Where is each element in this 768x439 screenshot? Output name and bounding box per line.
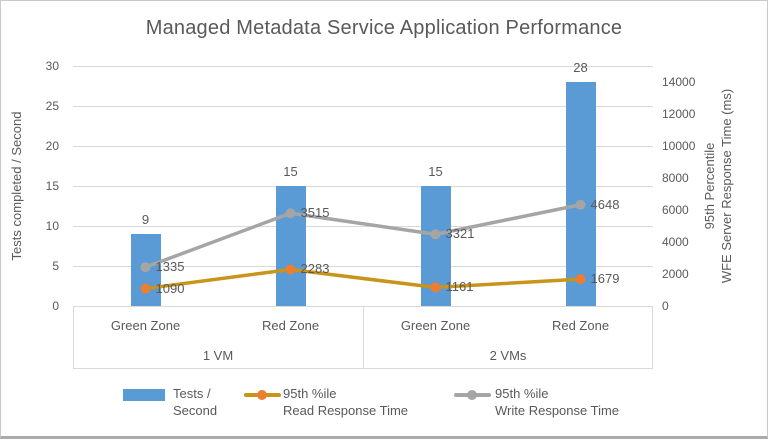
data-point-marker — [140, 262, 151, 273]
bar — [275, 186, 306, 306]
y2-axis-tick-label: 8000 — [662, 171, 689, 185]
legend-label-line: Second — [173, 403, 218, 418]
legend-label-line: Read Response Time — [283, 403, 409, 418]
data-point-label: 1161 — [445, 279, 474, 295]
legend-label-line: Write Response Time — [495, 403, 620, 418]
legend-label-line: 95th %ile — [495, 386, 549, 401]
chart-title: Managed Metadata Service Application Per… — [145, 17, 623, 39]
data-point-label: 2283 — [300, 261, 330, 277]
legend-swatch-marker — [257, 390, 267, 400]
group-label: 1 VM — [202, 348, 234, 363]
line-series-path — [144, 203, 581, 269]
data-point-marker — [575, 199, 586, 210]
line-series-path — [145, 267, 581, 291]
legend-label: 95th %ile Write Response Time — [495, 385, 619, 419]
category-label: Red Zone — [261, 318, 320, 333]
bar — [565, 82, 596, 306]
gridline — [73, 226, 653, 227]
category-label: Green Zone — [110, 318, 181, 333]
data-point-label: 1335 — [155, 259, 185, 275]
y-axis-tick-label: 20 — [45, 139, 59, 153]
data-point-marker — [430, 229, 441, 240]
data-point-marker — [575, 274, 586, 285]
legend-label-line: Tests / — [173, 386, 211, 401]
group-label: 2 VMs — [489, 348, 527, 363]
data-point-label: 1679 — [590, 271, 620, 287]
bar-value-label: 9 — [141, 212, 150, 227]
legend-label: Tests / Second — [173, 385, 217, 419]
data-point-label: 3515 — [300, 205, 330, 221]
y-axis-tick-label: 10 — [45, 219, 59, 233]
data-point-marker — [285, 264, 296, 275]
y-axis-tick-label: 5 — [52, 259, 59, 273]
legend-swatch-marker — [467, 390, 477, 400]
line-series-svg — [140, 199, 586, 294]
bar-value-label: 15 — [283, 164, 298, 179]
bar-value-label: 15 — [428, 164, 443, 179]
data-point-label: 4648 — [590, 196, 620, 212]
legend-label-line: 95th %ile — [283, 386, 337, 401]
y-axis-tick-label: 15 — [45, 179, 59, 193]
y-axis-tick-label: 0 — [52, 299, 59, 313]
data-point-marker — [140, 283, 151, 294]
gridline — [73, 146, 653, 147]
group-divider — [363, 306, 364, 369]
bar-value-label: 28 — [573, 60, 588, 75]
data-point-marker — [285, 208, 296, 219]
data-point-marker — [430, 282, 441, 293]
y2-axis-tick-label: 2000 — [662, 267, 689, 281]
category-label: Red Zone — [551, 318, 610, 333]
y2-axis-tick-label: 4000 — [662, 235, 689, 249]
y2-axis-tick-label: 0 — [662, 299, 669, 313]
y2-axis-tick-label: 12000 — [662, 107, 696, 121]
gridline — [73, 186, 653, 187]
legend-swatch-bar — [123, 389, 165, 401]
left-axis-title: Tests completed / Second — [9, 111, 24, 261]
y2-axis-tick-label: 10000 — [662, 139, 696, 153]
y2-axis-tick-label: 14000 — [662, 75, 696, 89]
category-label: Green Zone — [400, 318, 471, 333]
data-point-label: 1090 — [155, 280, 185, 296]
gridline — [73, 266, 653, 267]
y-axis-tick-label: 30 — [45, 59, 59, 73]
gridline — [73, 66, 653, 67]
right-axis-title-line2: WFE Server Response Time (ms) — [719, 88, 734, 284]
gridline — [73, 106, 653, 107]
y-axis-tick-label: 25 — [45, 99, 59, 113]
y2-axis-tick-label: 6000 — [662, 203, 689, 217]
legend-label: 95th %ile Read Response Time — [283, 385, 408, 419]
data-point-label: 3321 — [445, 226, 475, 242]
